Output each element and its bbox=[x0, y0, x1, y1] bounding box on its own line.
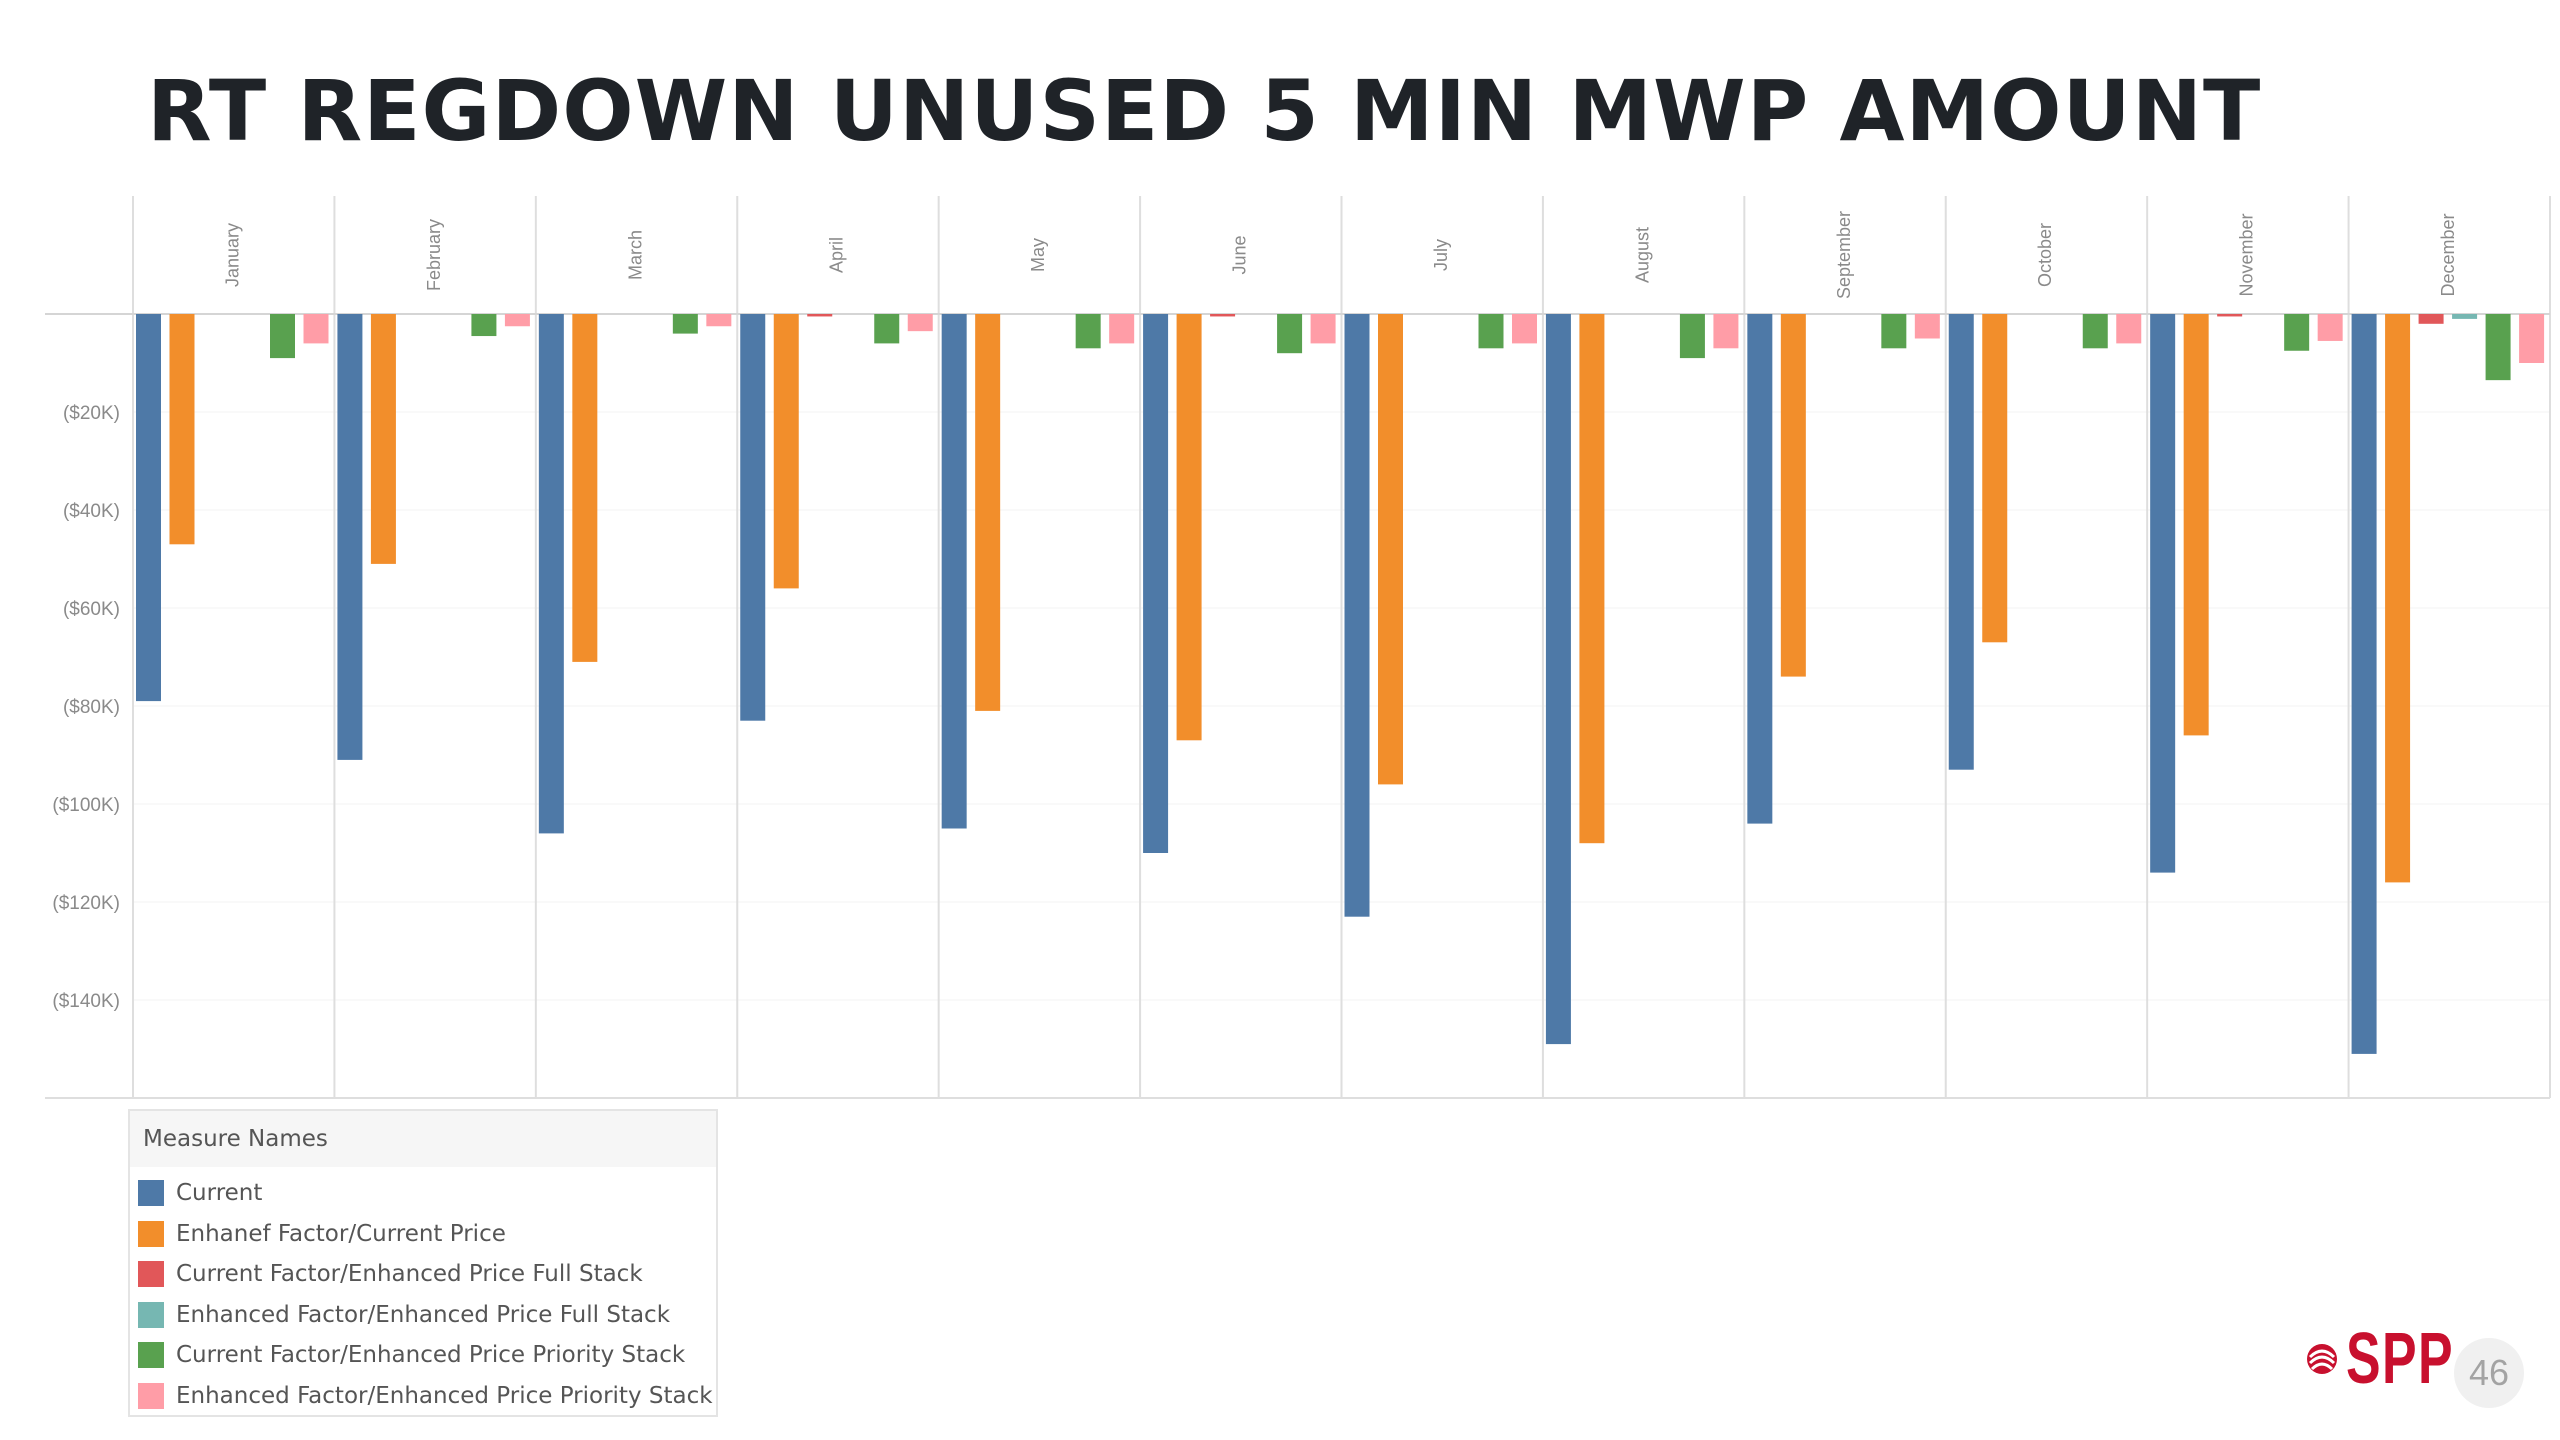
bar bbox=[1478, 314, 1504, 349]
bar bbox=[1948, 314, 1974, 770]
legend: Measure Names Current Enhanef Factor/Cur… bbox=[128, 1109, 718, 1417]
month-label: September bbox=[1834, 211, 1854, 299]
bar bbox=[2317, 314, 2343, 341]
bar-chart: ($20K) ($40K) ($60K) ($80K) ($100K) ($120K) ($… bbox=[45, 196, 2551, 1099]
bar bbox=[504, 314, 530, 327]
bar bbox=[1143, 314, 1169, 853]
legend-swatch bbox=[138, 1342, 164, 1369]
bar bbox=[1579, 314, 1605, 844]
bar bbox=[2418, 314, 2444, 324]
y-tick-label: ($100K) bbox=[52, 795, 120, 816]
legend-item-label: Enhanef Factor/Current Price bbox=[176, 1220, 506, 1247]
bar bbox=[1914, 314, 1940, 339]
bar bbox=[2284, 314, 2310, 351]
bar bbox=[2452, 314, 2478, 319]
month-label: November bbox=[2237, 213, 2257, 296]
bar bbox=[2217, 314, 2243, 317]
bar bbox=[773, 314, 799, 589]
bar bbox=[572, 314, 598, 662]
month-label: April bbox=[827, 237, 847, 273]
bar bbox=[1982, 314, 2008, 643]
bar bbox=[2116, 314, 2142, 344]
legend-item-enhanced-factor-priority-stack[interactable]: Enhanced Factor/Enhanced Price Priority … bbox=[138, 1376, 716, 1417]
bar bbox=[1176, 314, 1202, 741]
legend-swatch bbox=[138, 1382, 164, 1409]
y-tick-label: ($80K) bbox=[63, 697, 120, 718]
bar bbox=[2351, 314, 2377, 1054]
legend-item-enhanced-factor-full-stack[interactable]: Enhanced Factor/Enhanced Price Full Stac… bbox=[138, 1295, 716, 1336]
y-tick-label: ($40K) bbox=[63, 501, 120, 522]
bar bbox=[303, 314, 329, 344]
legend-item-label: Current Factor/Enhanced Price Priority S… bbox=[176, 1342, 686, 1369]
bar bbox=[2485, 314, 2511, 381]
bar bbox=[941, 314, 967, 829]
bar bbox=[1512, 314, 1537, 344]
legend-item-enhanced-factor-current-price[interactable]: Enhanef Factor/Current Price bbox=[138, 1214, 716, 1255]
legend-item-current-factor-full-stack[interactable]: Current Factor/Enhanced Price Full Stack bbox=[138, 1254, 716, 1295]
month-label: August bbox=[1632, 227, 1652, 283]
bar bbox=[1277, 314, 1303, 354]
month-label: February bbox=[424, 219, 444, 291]
legend-swatch bbox=[138, 1180, 164, 1207]
legend-item-current-factor-priority-stack[interactable]: Current Factor/Enhanced Price Priority S… bbox=[138, 1335, 716, 1376]
y-tick-label: ($120K) bbox=[52, 893, 120, 914]
bar bbox=[740, 314, 766, 721]
bar bbox=[907, 314, 933, 332]
bar bbox=[706, 314, 732, 327]
page-number: 46 bbox=[2454, 1338, 2524, 1408]
bar bbox=[975, 314, 1001, 711]
legend-item-label: Current Factor/Enhanced Price Full Stack bbox=[176, 1261, 643, 1288]
legend-title: Measure Names bbox=[130, 1111, 716, 1167]
legend-swatch bbox=[138, 1301, 164, 1328]
bar bbox=[1310, 314, 1336, 344]
month-label: July bbox=[1431, 239, 1451, 271]
legend-item-label: Enhanced Factor/Enhanced Price Priority … bbox=[176, 1382, 713, 1409]
bar bbox=[1210, 314, 1236, 317]
legend-swatch bbox=[138, 1220, 164, 1247]
bar bbox=[1545, 314, 1571, 1045]
bar bbox=[370, 314, 396, 564]
month-label: March bbox=[625, 230, 645, 280]
month-label: June bbox=[1230, 235, 1250, 274]
bar bbox=[672, 314, 698, 334]
bar bbox=[270, 314, 295, 359]
legend-item-label: Enhanced Factor/Enhanced Price Full Stac… bbox=[176, 1301, 671, 1328]
bar bbox=[136, 314, 161, 702]
y-tick-label: ($20K) bbox=[63, 403, 120, 424]
bar bbox=[2519, 314, 2545, 363]
bar bbox=[169, 314, 195, 545]
month-label: May bbox=[1028, 238, 1048, 272]
bar bbox=[1109, 314, 1135, 344]
y-tick-label: ($60K) bbox=[63, 599, 120, 620]
bar bbox=[2082, 314, 2108, 349]
bar bbox=[1378, 314, 1403, 785]
bar bbox=[1344, 314, 1370, 917]
legend-item-current[interactable]: Current bbox=[138, 1173, 716, 1214]
bar bbox=[337, 314, 363, 760]
month-label: December bbox=[2438, 213, 2458, 296]
bar bbox=[1075, 314, 1101, 349]
bar bbox=[2150, 314, 2176, 873]
y-tick-label: ($140K) bbox=[52, 991, 120, 1012]
bar bbox=[874, 314, 900, 344]
spp-swirl-icon bbox=[2307, 1344, 2337, 1374]
month-label: October bbox=[2035, 223, 2055, 287]
bar bbox=[471, 314, 497, 337]
legend-swatch bbox=[138, 1261, 164, 1288]
bar bbox=[1881, 314, 1907, 349]
bar bbox=[1679, 314, 1705, 359]
bar bbox=[1780, 314, 1806, 677]
slide-title: RT REGDOWN UNUSED 5 MIN MWP AMOUNT bbox=[147, 62, 2262, 160]
legend-item-label: Current bbox=[176, 1180, 263, 1207]
bar bbox=[2385, 314, 2411, 883]
bar bbox=[807, 314, 833, 317]
legend-items: Current Enhanef Factor/Current Price Cur… bbox=[130, 1167, 716, 1416]
month-label: January bbox=[222, 223, 242, 287]
logo-text: SPP bbox=[2346, 1319, 2455, 1399]
bar bbox=[538, 314, 564, 834]
bar bbox=[1747, 314, 1773, 824]
spp-logo: SPP bbox=[2300, 1318, 2496, 1400]
bar bbox=[1713, 314, 1739, 349]
bar bbox=[2183, 314, 2209, 736]
